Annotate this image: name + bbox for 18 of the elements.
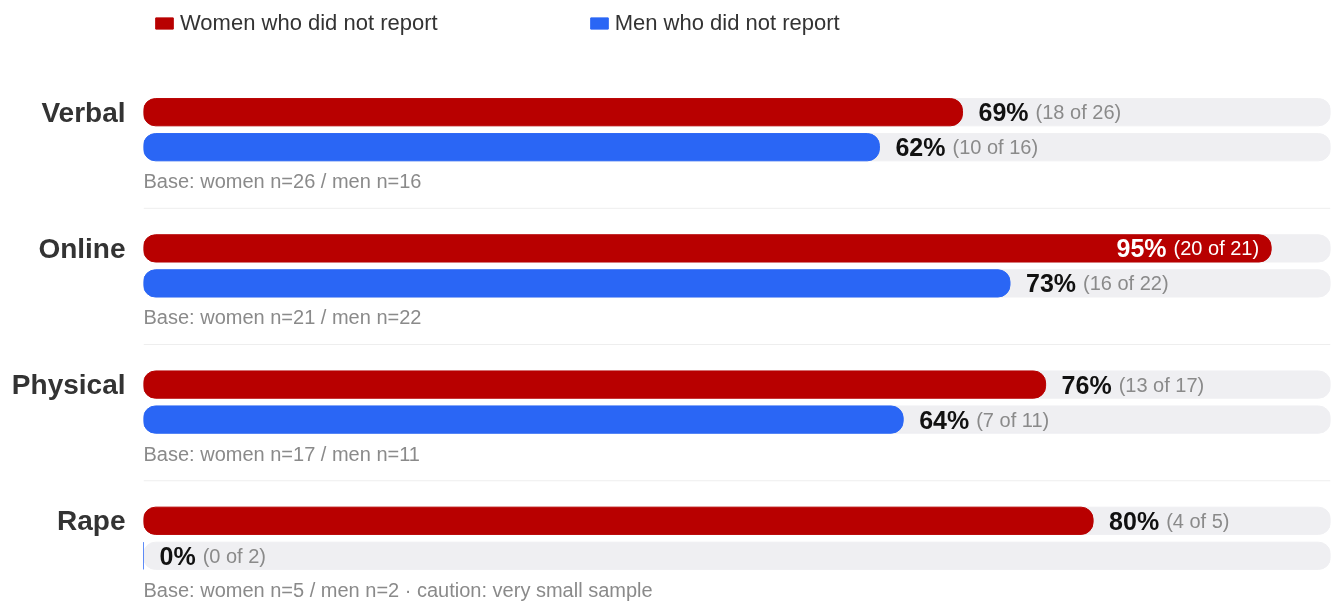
data-label: 73% (16 of 22) xyxy=(1026,269,1169,298)
y-tick-label: Rape xyxy=(57,505,126,537)
data-label: 76% (13 of 17) xyxy=(1061,370,1205,399)
data-label: 64% (7 of 11) xyxy=(919,405,1050,434)
legend-label: Women who did not report xyxy=(180,10,438,36)
legend-label: Men who did not report xyxy=(614,10,840,36)
data-label: 62% (10 of 16) xyxy=(895,133,1039,162)
annotation: Base: women n=5 / men n=2 · caution: very small sample xyxy=(143,578,653,601)
data-label: 80% (4 of 5) xyxy=(1109,506,1230,535)
data-label: 95% (20 of 21) xyxy=(1116,234,1260,263)
annotation: Base: women n=21 / men n=22 xyxy=(143,306,422,329)
data-label: 69% (18 of 26) xyxy=(978,98,1122,127)
y-tick-label: Verbal xyxy=(41,96,126,128)
y-tick-label: Physical xyxy=(11,369,126,401)
data-label: 0% (0 of 2) xyxy=(159,541,266,570)
annotation: Base: women n=26 / men n=16 xyxy=(143,170,422,193)
y-tick-label: Online xyxy=(38,232,126,264)
annotation: Base: women n=17 / men n=11 xyxy=(143,442,420,465)
